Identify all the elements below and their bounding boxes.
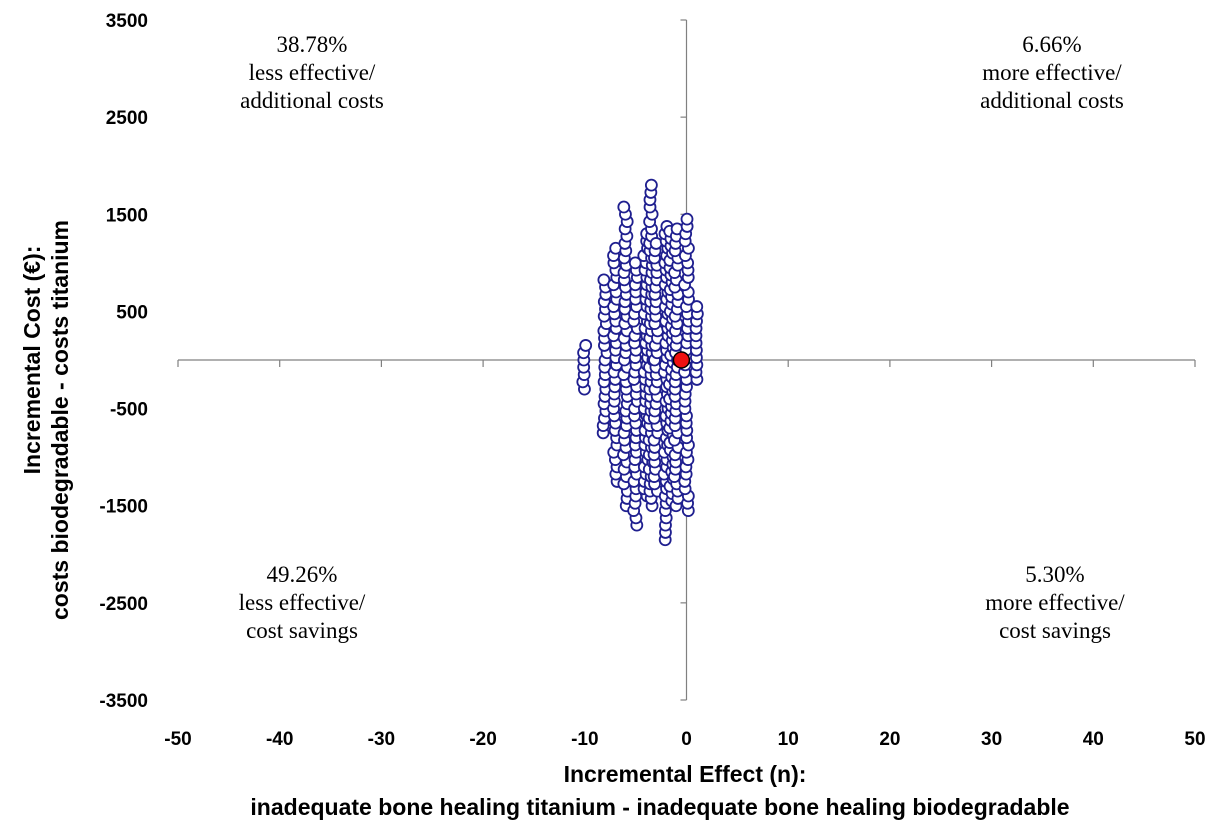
x-tick-label: -20 xyxy=(469,729,496,750)
y-tick-label: 500 xyxy=(116,302,148,323)
quadrant-top-left-line1: 38.78% xyxy=(277,32,348,57)
quadrant-top-left-line2: less effective/ xyxy=(249,60,376,85)
x-tick-label: -30 xyxy=(368,729,395,750)
x-axis-subtitle: inadequate bone healing titanium - inade… xyxy=(250,794,1069,820)
y-tick-label: 2500 xyxy=(106,108,148,129)
x-tick-label: -50 xyxy=(164,729,191,750)
x-tick-label: -40 xyxy=(266,729,293,750)
x-tick-label: -10 xyxy=(571,729,598,750)
scatter-point xyxy=(644,178,658,192)
y-tick-label: 3500 xyxy=(106,11,148,32)
quadrant-labels: 38.78% less effective/additional costs 6.6… xyxy=(239,32,1126,643)
x-tick-label: 50 xyxy=(1184,729,1205,750)
data-points xyxy=(576,178,704,547)
quadrant-bottom-right-line1: 5.30% xyxy=(1025,562,1084,587)
y-tick-label: 1500 xyxy=(106,205,148,226)
y-tick-label: -3500 xyxy=(99,691,148,712)
scatter-point xyxy=(579,339,593,352)
quadrant-bottom-right-line2: more effective/ xyxy=(985,590,1125,615)
tick-labels: -50 -40 -30 -20 -10 0 10 20 30 40 50 3500 2500 1500 50… xyxy=(99,11,1205,750)
quadrant-top-right-line2: more effective/ xyxy=(982,60,1122,85)
x-tick-label: 40 xyxy=(1083,729,1104,750)
quadrant-top-left-line3: additional costs xyxy=(240,88,384,113)
y-axis-title: Incremental Cost (€): xyxy=(19,246,45,475)
y-tick-label: -1500 xyxy=(99,497,148,518)
quadrant-bottom-left-line3: cost savings xyxy=(246,618,358,643)
quadrant-top-right-line1: 6.66% xyxy=(1022,32,1081,57)
mean-point xyxy=(672,351,691,369)
x-axis-title: Incremental Effect (n): xyxy=(564,761,807,787)
x-tick-label: 0 xyxy=(681,729,692,750)
quadrant-bottom-right-line3: cost savings xyxy=(999,618,1111,643)
x-tick-label: 20 xyxy=(879,729,900,750)
y-tick-label: -2500 xyxy=(99,594,148,615)
y-tick-label: -500 xyxy=(110,400,148,421)
scatter-point xyxy=(597,273,611,287)
quadrant-top-right-line3: additional costs xyxy=(980,88,1124,113)
scatter-point xyxy=(680,212,694,226)
scatter-point xyxy=(617,200,631,214)
quadrant-bottom-left-line1: 49.26% xyxy=(267,562,338,587)
x-tick-label: 10 xyxy=(778,729,799,750)
y-axis-subtitle: costs biodegradable - costs titanium xyxy=(47,220,73,620)
scatter-point xyxy=(690,300,704,313)
quadrant-bottom-left-line2: less effective/ xyxy=(239,590,366,615)
x-tick-label: 30 xyxy=(981,729,1002,750)
